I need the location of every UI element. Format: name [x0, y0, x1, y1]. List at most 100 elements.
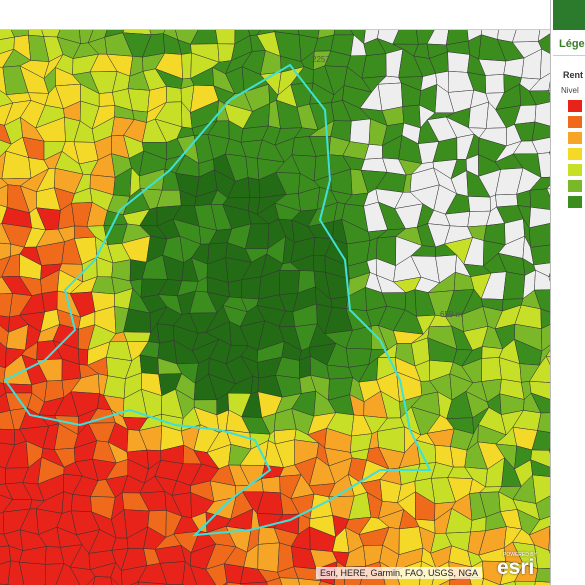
region — [548, 550, 550, 554]
esri-logo: POWERED BY esri — [497, 552, 537, 579]
region — [530, 459, 550, 477]
region — [549, 152, 550, 156]
legend-swatch — [568, 132, 582, 144]
region — [438, 579, 451, 585]
region — [541, 324, 550, 352]
region — [535, 495, 550, 521]
region — [215, 30, 236, 45]
region — [495, 193, 519, 208]
region — [537, 412, 550, 433]
region — [245, 156, 260, 181]
region — [139, 354, 159, 375]
region — [103, 375, 126, 399]
region — [61, 491, 73, 514]
region — [222, 581, 228, 585]
region — [297, 578, 322, 585]
region — [481, 357, 502, 382]
legend-swatch — [568, 196, 582, 208]
legend-swatch — [568, 148, 582, 160]
region — [528, 223, 550, 248]
region — [534, 289, 550, 313]
region — [548, 276, 550, 282]
region — [502, 271, 526, 300]
panel-header — [553, 0, 585, 30]
region — [530, 449, 550, 468]
region — [535, 568, 550, 583]
region — [55, 563, 81, 585]
legend-swatches — [568, 100, 582, 212]
region — [450, 446, 468, 468]
region — [540, 308, 550, 330]
legend-panel: Légen Rent Nivel — [550, 0, 585, 585]
region — [227, 279, 243, 299]
divider — [553, 55, 585, 56]
region — [137, 581, 168, 585]
region — [548, 81, 550, 91]
region — [532, 474, 550, 504]
region — [529, 380, 550, 400]
region — [528, 90, 550, 106]
region — [93, 576, 113, 585]
region — [166, 86, 182, 103]
region — [377, 82, 403, 111]
region — [485, 74, 505, 94]
region — [546, 188, 550, 197]
region — [499, 580, 516, 585]
region — [279, 577, 300, 585]
region — [514, 580, 536, 585]
elevation-label: 659 m — [440, 310, 463, 319]
region — [189, 565, 217, 585]
legend-swatch — [568, 164, 582, 176]
region — [530, 244, 550, 266]
region — [546, 184, 550, 190]
region — [0, 184, 9, 208]
region — [548, 272, 550, 278]
legend-field: Nivel — [561, 86, 579, 95]
region — [481, 578, 501, 585]
region — [537, 33, 550, 54]
region — [261, 476, 281, 494]
region — [534, 544, 550, 570]
elevation-label: 2257 — [312, 55, 330, 64]
region — [548, 447, 550, 451]
region — [257, 542, 280, 573]
top-bar — [0, 0, 550, 30]
region — [278, 269, 301, 296]
legend-layer: Rent — [563, 70, 583, 80]
region — [549, 449, 550, 454]
region — [349, 118, 371, 145]
region — [19, 561, 46, 585]
legend-swatch — [568, 116, 582, 128]
region — [312, 254, 326, 273]
region — [545, 355, 550, 365]
region — [181, 52, 192, 80]
logo-text: esri — [497, 556, 535, 579]
region — [247, 177, 261, 199]
region — [86, 575, 96, 585]
region — [447, 51, 470, 73]
region — [534, 269, 550, 291]
region — [534, 101, 550, 127]
legend-swatch — [568, 180, 582, 192]
region — [530, 392, 550, 414]
region — [156, 323, 175, 344]
region — [182, 560, 198, 585]
region — [467, 196, 491, 212]
region — [548, 89, 550, 96]
region — [537, 30, 550, 42]
region — [534, 581, 550, 585]
region — [123, 331, 151, 342]
region — [529, 355, 550, 383]
legend-swatch — [568, 100, 582, 112]
region — [240, 276, 262, 300]
region — [537, 152, 550, 178]
region — [110, 562, 123, 585]
region — [44, 563, 65, 585]
legend-title: Légen — [559, 38, 585, 50]
map[interactable]: 2257 659 m — [0, 30, 550, 585]
region — [529, 188, 550, 210]
region — [41, 290, 58, 313]
region — [226, 582, 242, 585]
region — [512, 30, 541, 43]
region — [545, 349, 550, 357]
